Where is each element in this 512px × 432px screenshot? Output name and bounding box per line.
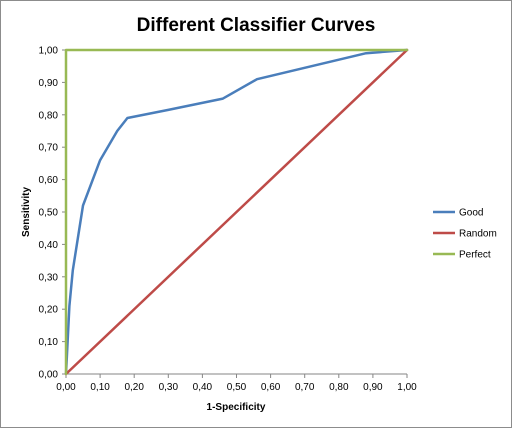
x-tick-label: 0,90 [363, 382, 383, 393]
x-tick-label: 0,50 [227, 382, 247, 393]
x-tick-label: 0,10 [90, 382, 110, 393]
x-axis-ticks: 0,00 0,10 0,20 0,30 0,40 0,50 0,60 0,70 0,80 0,90… [56, 374, 417, 393]
plot-area: 0,00 0,10 0,20 0,30 0,40 0,50 0,60 0,70 0,80 0,90… [39, 46, 418, 394]
x-tick-label: 1,00 [397, 382, 417, 393]
x-tick-label: 0,00 [56, 382, 76, 393]
y-tick-label: 0,70 [39, 143, 59, 154]
y-tick-label: 0,00 [39, 370, 59, 381]
chart-title: Different Classifier Curves [137, 15, 376, 36]
legend-label-good: Good [459, 208, 483, 219]
series-lines [64, 48, 409, 376]
series-line-good [64, 48, 409, 376]
x-tick-label: 0,80 [329, 382, 349, 393]
y-tick-label: 0,50 [39, 208, 59, 219]
y-axis-ticks: 0,00 0,10 0,20 0,30 0,40 0,50 0,60 0,70 0,80 0,90… [39, 46, 66, 381]
legend-label-random: Random [459, 229, 497, 240]
x-tick-label: 0,40 [193, 382, 213, 393]
y-tick-label: 0,40 [39, 240, 59, 251]
x-tick-label: 0,60 [261, 382, 281, 393]
y-tick-label: 0,90 [39, 78, 59, 89]
y-tick-label: 0,30 [39, 272, 59, 283]
legend-label-perfect: Perfect [459, 250, 491, 261]
x-axis-label: 1-Specificity [207, 402, 266, 413]
y-tick-label: 0,80 [39, 110, 59, 121]
x-tick-label: 0,20 [124, 382, 144, 393]
series-line-random [64, 48, 409, 376]
y-tick-label: 0,10 [39, 337, 59, 348]
x-tick-label: 0,30 [159, 382, 179, 393]
legend: Good Random Perfect [433, 208, 497, 261]
y-tick-label: 0,20 [39, 305, 59, 316]
y-tick-label: 1,00 [39, 46, 59, 57]
y-axis-label: Sensitivity [21, 187, 32, 237]
x-tick-label: 0,70 [295, 382, 315, 393]
y-tick-label: 0,60 [39, 175, 59, 186]
series-line-perfect [64, 48, 409, 376]
